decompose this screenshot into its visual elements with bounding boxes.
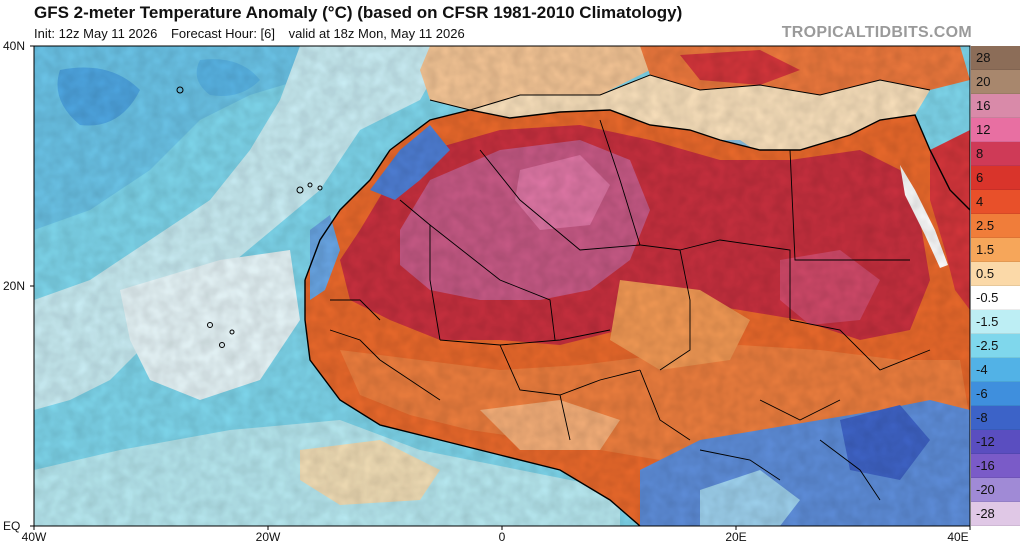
- colorbar-label: 4: [976, 194, 984, 209]
- map-subtitle: Init: 12z May 11 2026 Forecast Hour: [6]…: [34, 26, 475, 41]
- coastline: [304, 109, 970, 526]
- lon-label-40w: 40W: [21, 530, 47, 544]
- colorbar-label: -12: [976, 434, 995, 449]
- colorbar-label: 2.5: [976, 218, 995, 233]
- colorbar-label: 0.5: [976, 266, 995, 281]
- colorbar-label: 16: [976, 98, 991, 113]
- colorbar-entry: 20: [971, 70, 1020, 94]
- axis-ticks: [30, 45, 971, 530]
- map-title: GFS 2-meter Temperature Anomaly (°C) (ba…: [34, 3, 683, 22]
- lat-label-20n: 20N: [3, 279, 26, 293]
- colorbar-entry: -28: [971, 502, 1020, 526]
- colorbar-label: 6: [976, 170, 984, 185]
- colorbar-entry: -8: [971, 406, 1020, 430]
- valid-time: valid at 18z Mon, May 11 2026: [288, 26, 465, 41]
- colorbar-entry: 16: [971, 94, 1020, 118]
- lon-label-20w: 20W: [255, 530, 281, 544]
- colorbar-entry: 0.5: [971, 262, 1020, 286]
- colorbar-entry: -0.5: [971, 286, 1020, 310]
- init-time: Init: 12z May 11 2026: [34, 26, 158, 41]
- colorbar-label: -4: [976, 362, 988, 377]
- lon-label-0: 0: [498, 530, 506, 544]
- lon-label-20e: 20E: [725, 530, 747, 544]
- colorbar-label: -16: [976, 458, 995, 473]
- colorbar-entry: 4: [971, 190, 1020, 214]
- colorbar-label: -2.5: [976, 338, 999, 353]
- colorbar-label: 12: [976, 122, 991, 137]
- forecast-hour: Forecast Hour: [6]: [170, 26, 276, 41]
- colorbar-entry: 12: [971, 118, 1020, 142]
- colorbar-label: -20: [976, 482, 995, 497]
- lat-label-eq: EQ: [3, 519, 21, 533]
- colorbar-label: 1.5: [976, 242, 995, 257]
- colorbar-entry: -16: [971, 454, 1020, 478]
- colorbar-entry: 2.5: [971, 214, 1020, 238]
- colorbar-entry: -12: [971, 430, 1020, 454]
- colorbar-label: 8: [976, 146, 984, 161]
- colorbar-label: -0.5: [976, 290, 999, 305]
- colorbar-entry: -6: [971, 382, 1020, 406]
- coastline-europe: [429, 74, 931, 111]
- colorbar-label: 20: [976, 74, 991, 89]
- colorbar-entry: -1.5: [971, 310, 1020, 334]
- colorbar-entry: -4: [971, 358, 1020, 382]
- map-field: [34, 46, 970, 526]
- colorbar-entry: 8: [971, 142, 1020, 166]
- colorbar-entry: 6: [971, 166, 1020, 190]
- lat-label-40n: 40N: [3, 39, 26, 53]
- islands: [176, 86, 323, 348]
- lon-label-40e: 40E: [947, 530, 969, 544]
- colorbar-label: -6: [976, 386, 988, 401]
- colorbar-entry: 1.5: [971, 238, 1020, 262]
- brand-watermark: TROPICALTIDBITS.COM: [781, 24, 972, 41]
- colorbar-label: 28: [976, 50, 991, 65]
- colorbar-entry: 28: [971, 46, 1020, 70]
- colorbar-label: -1.5: [976, 314, 999, 329]
- colorbar-label: -8: [976, 410, 988, 425]
- country-borders: [329, 119, 931, 501]
- colorbar-legend: 28 20 16 12 8 6 4 2.5 1.5 0.5 -0.5 -1.5 -2.5 -4 -6 -8 -1…: [971, 46, 1020, 526]
- colorbar-entry: -20: [971, 478, 1020, 502]
- colorbar-entry: -2.5: [971, 334, 1020, 358]
- colorbar-label: -28: [976, 506, 995, 521]
